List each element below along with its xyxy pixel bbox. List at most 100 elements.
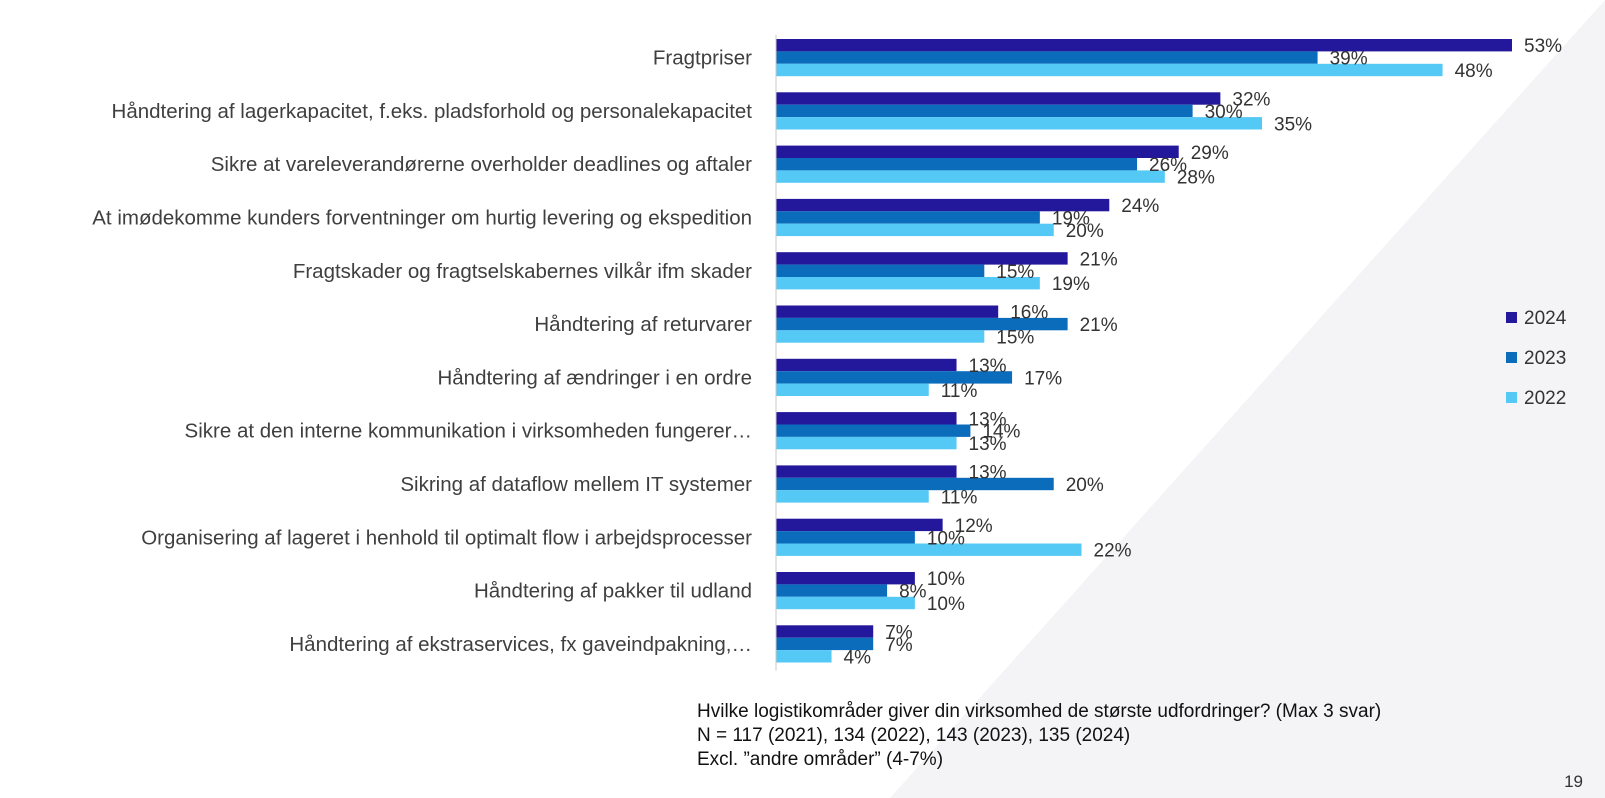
data-label: 7% (885, 635, 913, 656)
bar-2022 (776, 330, 985, 343)
bar-2023 (776, 424, 971, 437)
category-label: Fragtpriser (653, 47, 752, 70)
data-label: 26% (1149, 155, 1187, 176)
category-label: Sikring af dataflow mellem IT systemer (400, 473, 752, 496)
footnote-question: Hvilke logistikområder giver din virksom… (697, 701, 1382, 722)
data-label: 12% (955, 516, 993, 537)
bar-2023 (776, 637, 874, 651)
legend-label-2022: 2022 (1524, 388, 1566, 409)
data-label: 13% (969, 434, 1007, 455)
data-label: 21% (1080, 249, 1118, 270)
footnote-sample-size: N = 117 (2021), 134 (2022), 143 (2023), … (697, 725, 1131, 746)
bar-2024 (776, 198, 1110, 212)
bar-2023 (776, 584, 888, 597)
bar-2023 (776, 531, 915, 544)
data-label: 24% (1121, 196, 1159, 217)
data-label: 19% (1052, 209, 1090, 230)
category-label: Håndtering af ekstraservices, fx gaveind… (289, 633, 752, 656)
bar-2024 (776, 572, 915, 585)
bar-2022 (776, 117, 1263, 130)
data-label: 15% (996, 262, 1034, 283)
bar-2024 (776, 92, 1221, 105)
data-label: 35% (1274, 114, 1312, 135)
bar-2023 (776, 158, 1138, 171)
bar-2024 (776, 625, 874, 638)
data-label: 10% (927, 528, 965, 549)
category-label: Håndtering af lagerkapacitet, f.eks. pla… (112, 100, 753, 123)
data-label: 13% (969, 463, 1007, 484)
bar-2024 (776, 39, 1512, 52)
bar-2024 (776, 412, 957, 425)
legend-label-2024: 2024 (1524, 308, 1567, 329)
data-label: 14% (982, 422, 1020, 443)
bar-2023 (776, 211, 1040, 224)
bar-2023 (776, 264, 985, 277)
category-label: Håndtering af pakker til udland (474, 580, 752, 603)
data-label: 53% (1524, 36, 1562, 57)
bar-2022 (776, 223, 1054, 237)
data-label: 4% (844, 647, 872, 668)
bar-2024 (776, 145, 1179, 158)
bar-2022 (776, 490, 929, 503)
data-label: 19% (1052, 274, 1090, 295)
bar-2022 (776, 63, 1443, 77)
footnote: Hvilke logistikområder giver din virksom… (697, 700, 1381, 772)
category-labels: Fragtpriser Håndtering af lagerkapacitet,… (92, 47, 752, 656)
bar-2024 (776, 252, 1068, 265)
data-label: 20% (1066, 475, 1104, 496)
data-label: 28% (1177, 168, 1215, 189)
data-label: 21% (1080, 315, 1118, 336)
data-label: 10% (927, 569, 965, 590)
legend: 2024 2023 2022 (1506, 308, 1567, 409)
data-label: 16% (1010, 303, 1048, 324)
bar-2022 (776, 170, 1165, 183)
category-label: Håndtering af ændringer i en ordre (437, 366, 752, 389)
data-label: 32% (1232, 90, 1270, 111)
bar-2022 (776, 383, 929, 396)
category-label: Sikre at den interne kommunikation i vir… (185, 420, 752, 443)
data-label: 29% (1191, 143, 1229, 164)
data-label: 8% (899, 582, 927, 603)
footnote-exclusion: Excl. ”andre områder” (4-7%) (697, 749, 944, 770)
bar-2024 (776, 305, 999, 318)
legend-swatch-2022 (1506, 392, 1517, 403)
bar-2022 (776, 650, 832, 663)
category-label: Fragtskader og fragtselskabernes vilkår … (293, 260, 752, 283)
data-label: 17% (1024, 368, 1062, 389)
data-label: 11% (941, 487, 978, 508)
category-label: Håndtering af returvarer (534, 313, 752, 336)
category-label: Sikre at vareleverandørerne overholder d… (211, 153, 752, 176)
bar-2024 (776, 358, 957, 372)
bar-2023 (776, 104, 1193, 118)
data-label: 11% (941, 381, 978, 402)
bar-2022 (776, 543, 1082, 556)
data-label: 13% (969, 356, 1007, 377)
page-number: 19 (1564, 772, 1583, 791)
bar-2024 (776, 465, 957, 478)
data-label: 15% (996, 328, 1034, 349)
legend-swatch-2024 (1506, 312, 1517, 323)
legend-label-2023: 2023 (1524, 348, 1566, 369)
data-label: 22% (1094, 541, 1132, 562)
legend-swatch-2023 (1506, 352, 1517, 363)
bar-2024 (776, 518, 943, 532)
value-labels: 53%39%48%32%30%35%29%26%28%24%19%20%21%1… (844, 36, 1563, 668)
bar-2022 (776, 277, 1040, 290)
bar-2023 (776, 51, 1318, 64)
bar-2023 (776, 371, 1013, 384)
bar-2023 (776, 477, 1054, 491)
bar-2022 (776, 436, 957, 450)
bars (776, 39, 1512, 663)
data-label: 39% (1330, 49, 1368, 70)
data-label: 48% (1455, 61, 1493, 82)
data-label: 10% (927, 594, 965, 615)
data-label: 13% (969, 409, 1007, 430)
bar-2023 (776, 317, 1068, 331)
bar-2022 (776, 596, 915, 610)
data-label: 7% (885, 623, 913, 644)
category-label: Organisering af lageret i henhold til op… (141, 526, 752, 549)
data-label: 30% (1205, 102, 1243, 123)
data-label: 20% (1066, 221, 1104, 242)
